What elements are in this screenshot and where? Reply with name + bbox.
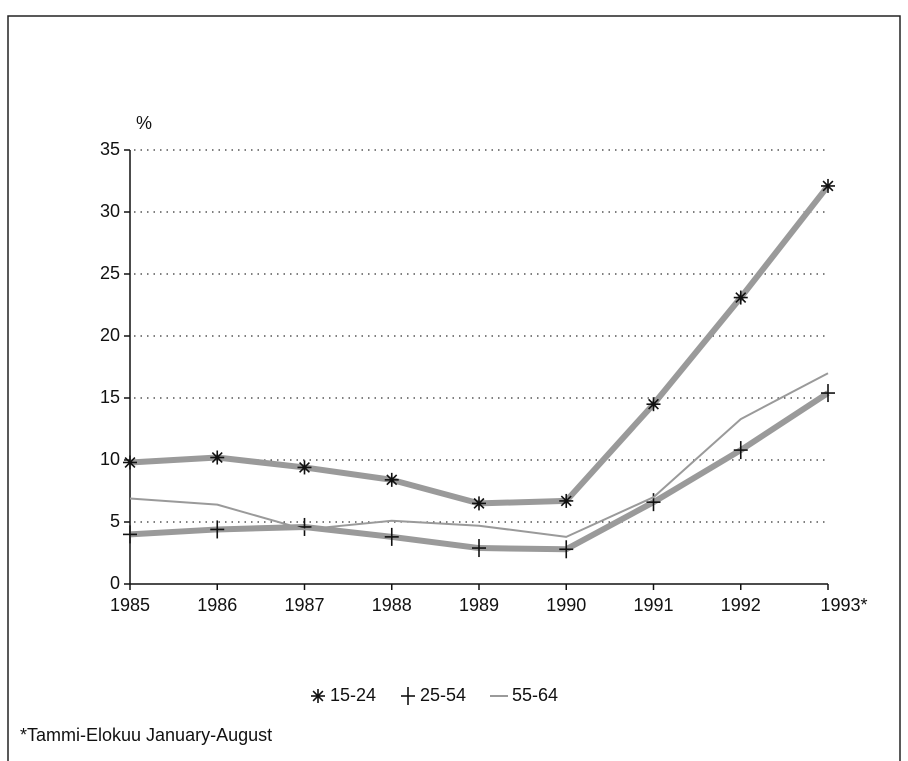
data-point — [384, 472, 399, 487]
marker-stroke — [822, 180, 834, 192]
legend-label: 15-24 — [330, 685, 376, 705]
data-point — [733, 441, 748, 460]
marker-stroke — [312, 690, 324, 702]
legend-label: 25-54 — [420, 685, 466, 705]
data-point — [210, 520, 225, 539]
data-point — [733, 290, 748, 305]
data-point — [821, 178, 835, 193]
legend-marker — [401, 687, 415, 705]
x-tick-label: 1993* — [820, 595, 867, 615]
data-point — [297, 460, 312, 475]
x-tick-label: 1987 — [284, 595, 324, 615]
marker-stroke — [386, 474, 398, 486]
marker-stroke — [735, 292, 747, 304]
y-tick-label: 5 — [110, 511, 120, 531]
series-line — [129, 184, 831, 507]
x-tick-label: 1989 — [459, 595, 499, 615]
data-point — [123, 525, 137, 544]
data-point — [472, 539, 486, 558]
marker-stroke — [560, 495, 572, 507]
marker-stroke — [648, 398, 659, 410]
data-point — [384, 527, 399, 546]
legend-label: 55-64 — [512, 685, 558, 705]
data-point — [559, 493, 574, 508]
data-point — [297, 517, 312, 536]
data-point — [559, 540, 574, 559]
y-tick-label: 10 — [100, 449, 120, 469]
marker-stroke — [473, 497, 485, 509]
series-line — [129, 372, 829, 538]
x-tick-label: 1990 — [546, 595, 586, 615]
data-point — [123, 455, 137, 470]
y-tick-label: 0 — [110, 573, 120, 593]
legend-marker — [311, 689, 325, 703]
data-point — [821, 384, 835, 403]
y-tick-label: 15 — [100, 387, 120, 407]
y-tick-label: 30 — [100, 201, 120, 221]
y-tick-label: 20 — [100, 325, 120, 345]
marker-stroke — [211, 452, 223, 463]
x-tick-label: 1991 — [633, 595, 673, 615]
x-tick-label: 1986 — [197, 595, 237, 615]
data-point — [646, 397, 661, 412]
x-tick-label: 1988 — [372, 595, 412, 615]
data-point — [210, 450, 225, 465]
x-tick-label: 1985 — [110, 595, 150, 615]
y-tick-label: 35 — [100, 139, 120, 159]
frame — [7, 15, 901, 761]
y-tick-label: 25 — [100, 263, 120, 283]
y-axis-label: % — [136, 113, 152, 133]
footnote: *Tammi-Elokuu January-August — [20, 725, 272, 745]
marker-stroke — [124, 457, 136, 468]
data-point — [472, 496, 486, 511]
marker-stroke — [299, 461, 310, 473]
x-tick-label: 1992 — [721, 595, 761, 615]
